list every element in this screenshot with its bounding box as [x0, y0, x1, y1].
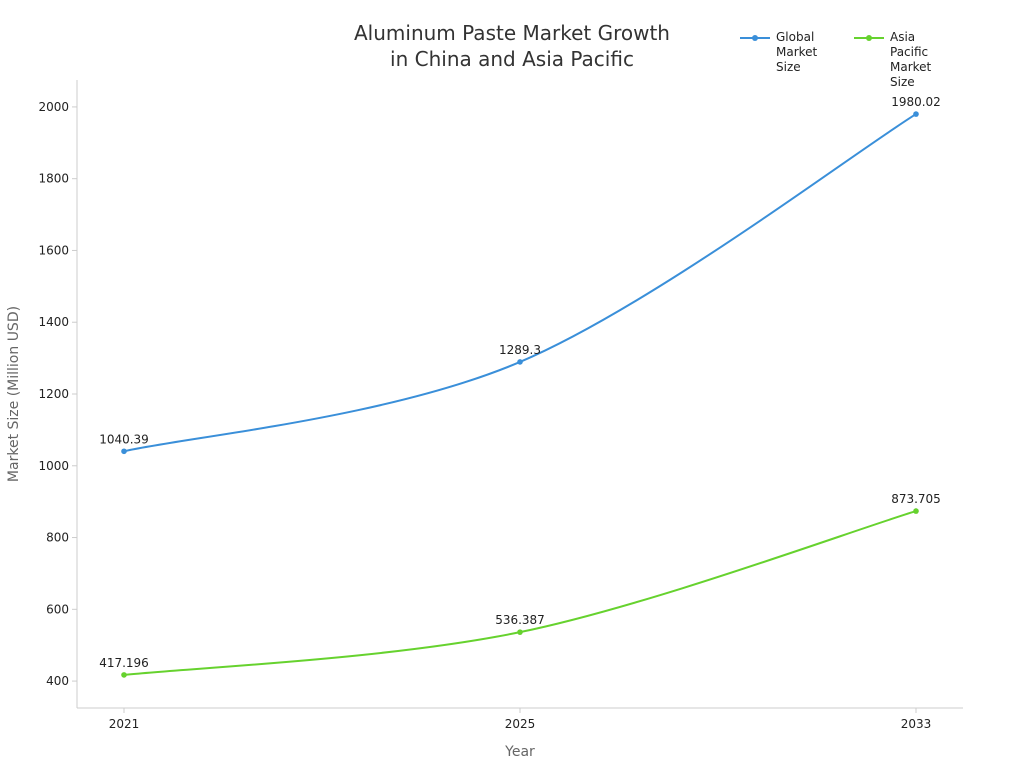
series-line-global — [123, 113, 917, 453]
legend-swatch-asia-pacific — [854, 30, 884, 45]
legend-label-asia-pacific: Asia Pacific Market Size — [890, 30, 932, 89]
data-label-global: 1980.02 — [891, 95, 941, 109]
y-axis-title: Market Size (Million USD) — [6, 306, 22, 482]
x-tick-label: 2025 — [505, 717, 536, 731]
data-point-global — [517, 359, 523, 365]
x-tick-label: 2033 — [901, 717, 932, 731]
data-label-global: 1289.3 — [499, 343, 541, 357]
y-tick-label: 400 — [46, 674, 69, 688]
legend-item-global: Global Market Size — [740, 30, 817, 75]
x-axis-title: Year — [504, 744, 535, 760]
y-tick-label: 1400 — [38, 315, 69, 329]
y-tick-label: 1000 — [38, 459, 69, 473]
data-point-global — [913, 111, 919, 117]
data-label-asia-pacific: 873.705 — [891, 492, 941, 506]
data-point-asia-pacific — [913, 508, 919, 514]
series-layer — [121, 111, 919, 678]
axes: 400 600 800 1000 1200 1400 1600 1800 2000 2021 202… — [38, 80, 963, 731]
data-label-asia-pacific: 536.387 — [495, 613, 545, 627]
series-line-asia-pacific — [123, 510, 917, 676]
data-label-global: 1040.39 — [99, 432, 149, 446]
y-tick-label: 1200 — [38, 387, 69, 401]
data-point-asia-pacific — [517, 629, 523, 635]
chart-title: Aluminum Paste Market Growth in China an… — [354, 21, 670, 71]
legend-swatch-global — [740, 30, 770, 45]
y-tick-label: 600 — [46, 602, 69, 616]
y-tick-label: 800 — [46, 531, 69, 545]
data-point-global — [121, 448, 127, 455]
data-labels: 1040.39 1289.3 1980.02 417.196 536.387 873.70… — [99, 95, 941, 670]
x-tick-label: 2021 — [109, 717, 140, 731]
legend-item-asia-pacific: Asia Pacific Market Size — [854, 30, 931, 90]
y-tick-label: 2000 — [38, 100, 69, 114]
data-point-asia-pacific — [121, 672, 127, 678]
legend-label-global: Global Market Size — [776, 30, 818, 74]
y-tick-label: 1800 — [38, 172, 69, 186]
data-label-asia-pacific: 417.196 — [99, 656, 149, 670]
y-tick-label: 1600 — [38, 243, 69, 257]
